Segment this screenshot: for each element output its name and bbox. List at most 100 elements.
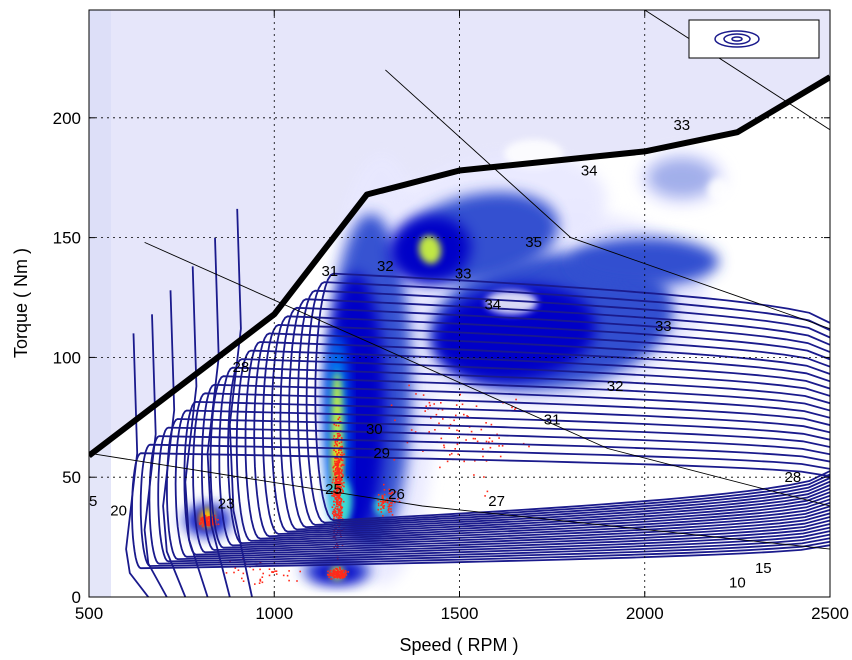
operating-point: [337, 518, 340, 520]
operating-point: [340, 441, 343, 443]
operating-point: [484, 495, 486, 497]
operating-point: [335, 494, 337, 497]
operating-point: [339, 434, 341, 436]
operating-point: [334, 507, 337, 510]
operating-point: [387, 505, 390, 508]
operating-point: [380, 504, 382, 507]
operating-point: [342, 475, 344, 478]
operating-point: [202, 522, 205, 525]
operating-point: [388, 488, 390, 491]
operating-point: [333, 476, 335, 479]
operating-point: [337, 499, 339, 502]
operating-point: [202, 520, 204, 523]
operating-point: [340, 479, 343, 481]
operating-point: [341, 455, 343, 457]
max-torque-curve: [89, 74, 830, 458]
operating-point: [275, 573, 278, 575]
contour-label: 23: [218, 495, 235, 512]
contour-label: 34: [484, 297, 501, 314]
operating-point: [338, 509, 340, 511]
operating-point: [336, 574, 339, 576]
operating-point: [340, 483, 343, 485]
operating-point: [343, 464, 345, 466]
legend: [688, 19, 820, 59]
contour-label: 15: [755, 560, 772, 577]
operating-point: [388, 511, 390, 513]
operating-point: [334, 463, 337, 466]
operating-point: [340, 470, 343, 472]
operating-point: [336, 484, 338, 486]
operating-point: [337, 461, 339, 464]
contour-label: 31: [321, 263, 338, 280]
operating-point: [335, 443, 337, 445]
operating-point: [288, 579, 290, 582]
operating-point: [198, 522, 201, 525]
operating-point: [341, 572, 344, 575]
operating-point: [339, 509, 342, 511]
operating-point: [200, 519, 202, 522]
operating-point: [275, 570, 278, 572]
y-axis-label: Torque ( Nm ): [11, 248, 31, 358]
operating-point: [383, 493, 386, 496]
operating-point: [336, 573, 339, 575]
operating-point: [336, 478, 339, 480]
operating-point: [206, 517, 208, 520]
operating-point: [498, 437, 500, 439]
operating-point: [472, 437, 475, 440]
operating-point: [335, 468, 337, 470]
operating-point: [336, 546, 339, 549]
operating-point: [343, 574, 346, 577]
efficiency-contour: [139, 443, 830, 567]
operating-point: [337, 513, 339, 515]
operating-point: [341, 451, 343, 454]
power-line: [644, 10, 830, 131]
operating-point: [340, 486, 342, 488]
operating-point: [335, 570, 338, 573]
operating-point: [345, 574, 348, 576]
operating-point: [340, 501, 342, 503]
operating-point: [415, 393, 417, 395]
operating-point: [459, 393, 461, 396]
operating-point: [338, 458, 340, 461]
operating-point: [341, 459, 344, 462]
operating-point: [389, 498, 392, 500]
operating-point: [498, 445, 500, 447]
operating-point: [337, 485, 339, 488]
contour-label: 10: [729, 574, 746, 591]
operating-point: [340, 437, 343, 439]
operating-point: [410, 429, 413, 431]
infeasible-region: [89, 10, 830, 456]
operating-point: [382, 499, 384, 502]
operating-point: [208, 520, 211, 523]
operating-point: [334, 576, 337, 578]
operating-point: [388, 503, 391, 506]
operating-point: [212, 520, 214, 523]
contour-label: 28: [233, 359, 250, 376]
operating-point: [333, 509, 335, 511]
contour-label: 33: [655, 318, 672, 335]
operating-point: [335, 480, 337, 482]
operating-point: [338, 515, 341, 517]
operating-point: [335, 487, 338, 490]
efficiency-contour: [184, 266, 209, 597]
operating-point: [339, 487, 342, 490]
operating-point: [382, 501, 384, 504]
operating-point: [390, 504, 393, 507]
operating-point: [339, 577, 342, 579]
contour-label: 33: [673, 117, 690, 134]
operating-point: [339, 500, 341, 503]
operating-point: [339, 571, 341, 573]
operating-point: [344, 572, 346, 575]
operating-point: [482, 448, 484, 450]
operating-point: [338, 492, 341, 495]
operating-point: [331, 494, 333, 497]
operating-point: [337, 458, 340, 460]
operating-point: [336, 453, 338, 455]
operating-point: [455, 404, 458, 406]
efficiency-contour: [183, 400, 830, 556]
operating-point: [336, 499, 338, 501]
operating-point: [515, 398, 517, 401]
operating-point: [456, 443, 459, 446]
operating-point: [336, 577, 339, 579]
